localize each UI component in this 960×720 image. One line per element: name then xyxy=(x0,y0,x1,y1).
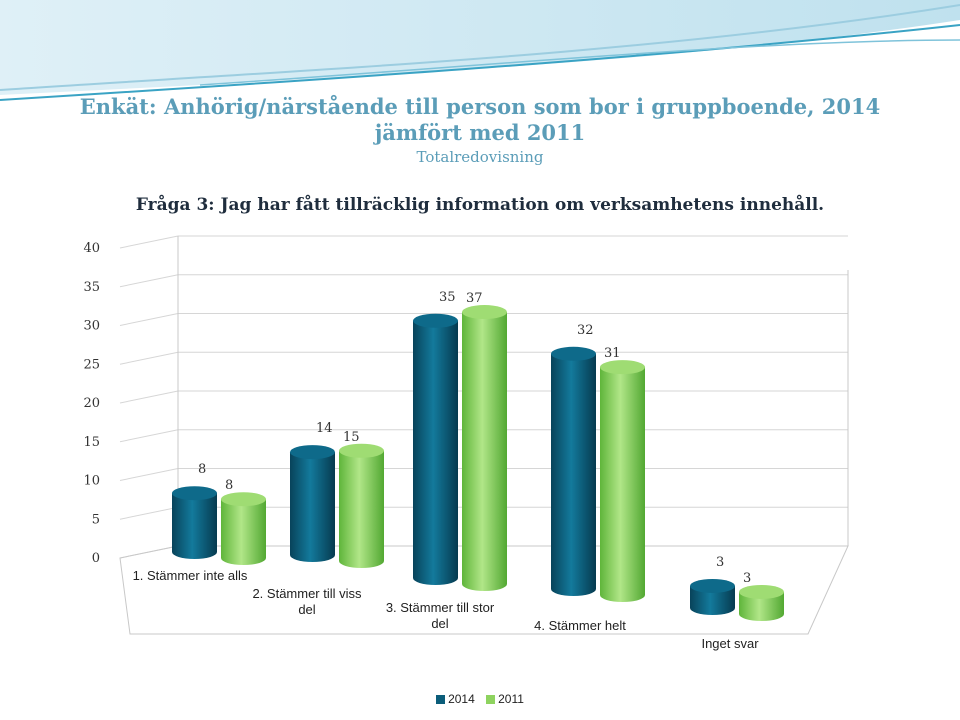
bar-top xyxy=(413,313,458,328)
x-tick-label: 3. Stämmer till stor del xyxy=(386,600,495,631)
header-swoosh-decoration xyxy=(0,0,960,101)
bar-2014-3 xyxy=(413,313,458,585)
legend-item-2011: 2011 xyxy=(486,692,524,706)
data-label: 14 xyxy=(316,421,333,436)
gridline-side xyxy=(119,313,179,326)
bar-body xyxy=(413,320,458,585)
gridline-side xyxy=(119,274,179,288)
legend-label-2011: 2011 xyxy=(498,692,524,706)
gridline-side xyxy=(119,468,179,481)
data-label: 8 xyxy=(225,478,233,493)
bar-top xyxy=(600,360,645,375)
gridline-side xyxy=(119,429,179,443)
bar-2014-1 xyxy=(172,486,217,559)
chart-floor xyxy=(119,545,849,635)
legend-item-2014: 2014 xyxy=(436,692,475,706)
page-title: Enkät: Anhörig/närstående till person so… xyxy=(79,94,881,145)
bar-2011-5 xyxy=(739,584,784,621)
bar-body xyxy=(551,353,596,596)
y-tick-label: 15 xyxy=(83,435,100,450)
bar-2011-3 xyxy=(462,305,507,592)
legend-label-2014: 2014 xyxy=(448,692,475,706)
y-tick-label: 30 xyxy=(83,319,100,334)
title-block: Enkät: Anhörig/närstående till person so… xyxy=(40,94,920,166)
x-tick-label: 1. Stämmer inte alls xyxy=(133,568,248,583)
bar-2014-5 xyxy=(690,578,735,615)
data-label: 3 xyxy=(716,555,724,570)
bar-top xyxy=(290,445,335,460)
data-label: 31 xyxy=(604,346,621,361)
y-tick-label: 40 xyxy=(83,241,100,256)
gridline-side xyxy=(119,390,179,404)
gridline-side xyxy=(119,351,179,365)
data-label: 35 xyxy=(439,290,456,305)
bar-2014-2 xyxy=(290,445,335,562)
bar-body xyxy=(172,493,217,559)
gridline-side xyxy=(119,235,179,249)
gridline-side xyxy=(119,506,179,520)
y-tick-label: 0 xyxy=(92,551,100,566)
chart-legend: 2014 2011 xyxy=(0,692,960,706)
data-label: 15 xyxy=(343,430,360,445)
bar-2011-1 xyxy=(221,492,266,565)
bar-body xyxy=(221,499,266,565)
y-tick-label: 10 xyxy=(83,474,100,489)
legend-swatch-2011 xyxy=(486,695,496,704)
y-tick-label: 25 xyxy=(83,357,100,372)
bar-2014-4 xyxy=(551,346,596,596)
data-label: 8 xyxy=(198,462,206,477)
bar-top xyxy=(551,346,596,361)
bar-top xyxy=(339,443,384,458)
bar-top xyxy=(690,578,735,593)
x-tick-label: Inget svar xyxy=(701,636,759,651)
bar-body xyxy=(739,591,784,621)
y-tick-label: 35 xyxy=(83,280,100,295)
bar-2011-2 xyxy=(339,443,384,568)
bar-top xyxy=(739,584,784,599)
page-subtitle: Totalredovisning xyxy=(416,148,544,166)
data-label: 3 xyxy=(743,571,751,586)
bar-body xyxy=(462,312,507,592)
question-heading: Fråga 3: Jag har fått tillräcklig inform… xyxy=(135,195,825,215)
bar-chart: 0 5 10 15 20 25 30 35 40 8 8 14 15 35 37 32 31 3 3 1. Stämm… xyxy=(83,235,849,651)
bar-body xyxy=(339,450,384,568)
x-tick-label: 2. Stämmer till viss del xyxy=(252,586,362,617)
bar-body xyxy=(290,452,335,562)
y-tick-label: 5 xyxy=(92,512,100,527)
bar-2011-4 xyxy=(600,360,645,602)
y-tick-label: 20 xyxy=(83,396,100,411)
legend-swatch-2014 xyxy=(436,695,446,704)
bar-top xyxy=(462,305,507,320)
bar-body xyxy=(690,585,735,615)
bar-top xyxy=(172,486,217,501)
bar-top xyxy=(221,492,266,507)
data-label: 32 xyxy=(577,323,594,338)
data-label: 37 xyxy=(466,291,483,306)
bar-body xyxy=(600,367,645,602)
x-tick-label: 4. Stämmer helt xyxy=(534,618,626,633)
